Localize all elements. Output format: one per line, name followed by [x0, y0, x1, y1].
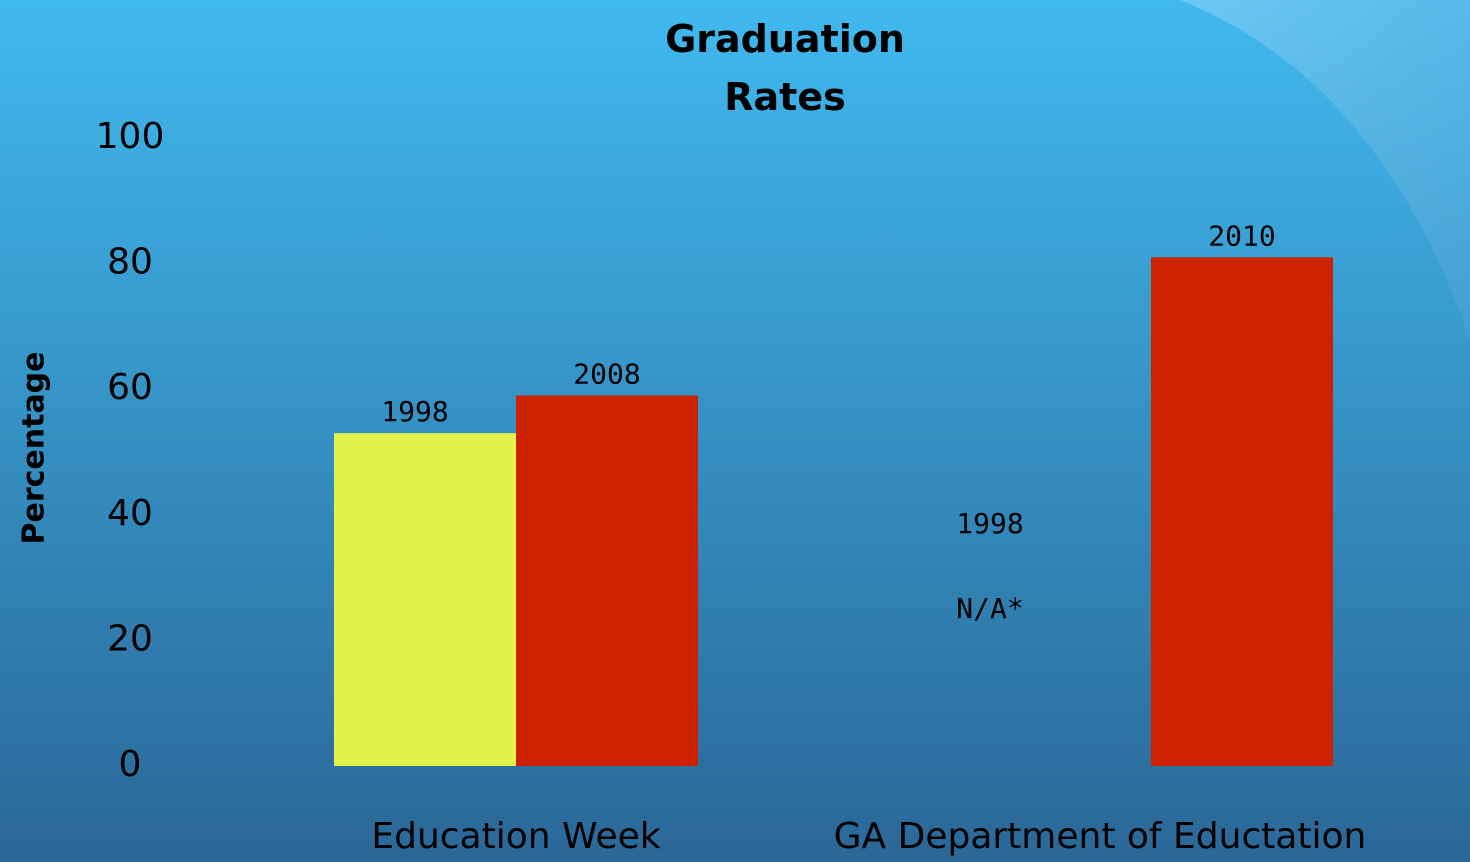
y-tick-label: 60 [107, 367, 153, 408]
bar [1151, 257, 1333, 766]
y-tick-label: 100 [96, 116, 165, 157]
bar [334, 433, 516, 766]
data-label: 2010 [1208, 219, 1275, 252]
y-tick-label: 40 [107, 493, 153, 534]
bar [516, 395, 698, 766]
y-tick-label: 0 [119, 744, 142, 785]
y-axis-label: Percentage [17, 351, 52, 544]
y-tick-label: 80 [107, 242, 153, 283]
x-tick-label: Education Week [371, 816, 660, 857]
chart-title: Graduation Rates [665, 17, 905, 119]
y-tick-label: 20 [107, 618, 153, 659]
data-label: 2008 [573, 357, 640, 390]
data-label: 1998 [956, 507, 1023, 540]
data-label: 1998 [381, 395, 448, 428]
x-tick-label: GA Department of Eductation [834, 816, 1367, 857]
decor [1180, 0, 1470, 340]
data-label: N/A* [956, 592, 1023, 625]
